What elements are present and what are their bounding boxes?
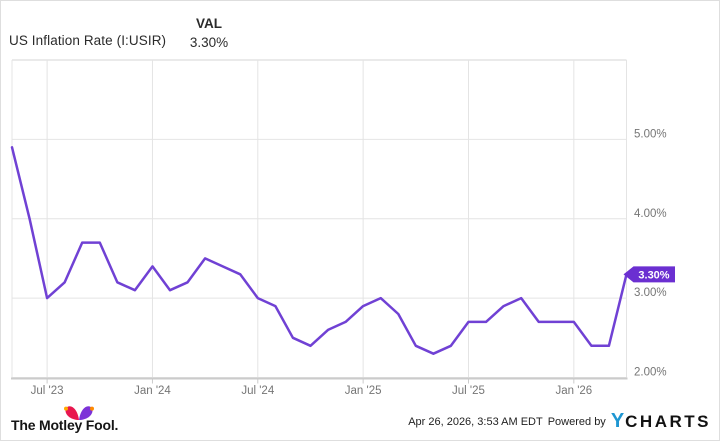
val-current-value: 3.30%	[189, 35, 229, 50]
timestamp: Apr 26, 2026, 3:53 AM EDT	[408, 415, 543, 428]
y-tick-label: 5.00%	[634, 128, 667, 140]
val-column-header: VAL	[196, 16, 222, 31]
series-label: US Inflation Rate (I:USIR)	[9, 33, 167, 48]
y-tick-label: 4.00%	[634, 208, 667, 220]
x-tick-label: Jan '24	[134, 385, 171, 397]
x-tick-label: Jul '25	[452, 385, 485, 397]
value-callout-label: 3.30%	[638, 269, 669, 281]
inflation-line	[10, 146, 628, 355]
value-callout	[623, 266, 675, 283]
jester-hat-icon	[64, 406, 94, 420]
ycharts-logo: Y CHARTS	[610, 410, 711, 432]
x-tick-label: Jul '24	[241, 385, 274, 397]
powered-by-label: Powered by	[547, 415, 606, 428]
ycharts-logo-y: Y	[610, 410, 626, 432]
x-tick-label: Jul '23	[31, 385, 64, 397]
motley-fool-wordmark: The Motley Fool.	[11, 417, 119, 433]
x-tick-label: Jan '26	[555, 385, 592, 397]
attribution: Apr 26, 2026, 3:53 AM EDT Powered by Y C…	[408, 410, 711, 432]
ycharts-logo-charts: CHARTS	[625, 412, 711, 431]
y-tick-label: 2.00%	[634, 367, 667, 379]
y-tick-label: 3.00%	[634, 287, 667, 299]
inflation-line-chart: Jul '23 Jan '24 Jul '24 Jan '25 Jul '25 Jan '…	[10, 59, 675, 397]
x-tick-label: Jan '25	[345, 385, 382, 397]
val-column: VAL 3.30%	[177, 14, 241, 52]
